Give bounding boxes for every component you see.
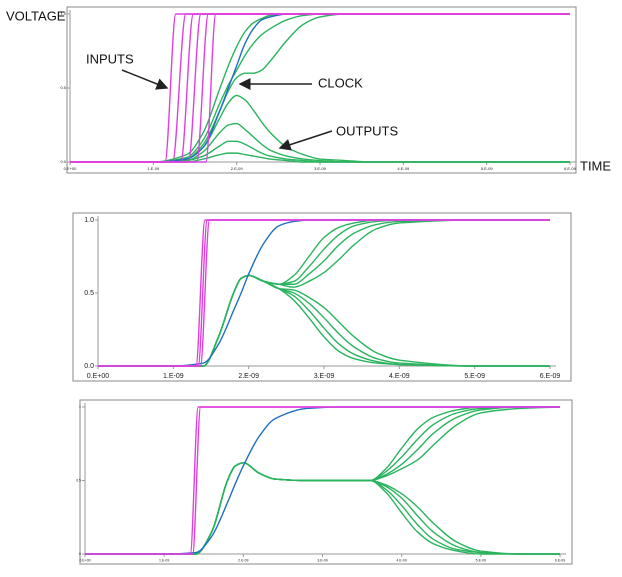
- x-axis-label: TIME: [580, 158, 611, 173]
- x-tick-label: 5.E-09: [476, 558, 486, 562]
- chart-frame: [72, 212, 572, 382]
- y-tick-label: 0.5: [84, 290, 94, 297]
- series-line: [98, 274, 550, 367]
- x-tick-label: 5.E-09: [481, 166, 494, 171]
- series-line: [98, 219, 550, 367]
- series-line: [85, 462, 560, 555]
- chart-bottom: 0 0.5 1 0.E+00 1.E-09 2.E-09 3.E-09 4.E-09 5.E-0…: [76, 399, 573, 565]
- x-tick-label: 0.E+00: [87, 373, 109, 380]
- chart-frame: [79, 399, 573, 565]
- x-tick-label: 3.E-09: [314, 373, 335, 380]
- x-tick-label: 6.E-09: [555, 558, 565, 562]
- series-line: [70, 13, 570, 163]
- y-tick-label: 0.5: [76, 478, 81, 482]
- x-tick-label: 3.E-09: [314, 166, 327, 171]
- x-tick-label: 6.E-09: [540, 373, 561, 380]
- arrow: [278, 130, 333, 151]
- chart-frame: [66, 6, 577, 174]
- y-tick-label: 1.0: [60, 11, 66, 16]
- series-line: [85, 406, 560, 555]
- annotation: OUTPUTS: [336, 123, 398, 138]
- x-tick-label: 3.E-09: [317, 558, 327, 562]
- annotation: CLOCK: [318, 75, 363, 90]
- x-tick-label: 5.E-09: [464, 373, 485, 380]
- y-tick-label: 0.5: [60, 85, 66, 90]
- annotation: INPUTS: [86, 51, 134, 66]
- y-tick-label: 0: [79, 552, 81, 556]
- x-tick-label: 2.E-09: [231, 166, 244, 171]
- x-tick-label: 1.E-09: [159, 558, 169, 562]
- x-tick-label: 4.E-09: [397, 558, 407, 562]
- x-tick-label: 2.E-09: [238, 558, 248, 562]
- y-tick-label: 1.0: [84, 217, 94, 224]
- arrow: [121, 69, 169, 90]
- x-tick-label: 0.E+00: [64, 166, 78, 171]
- x-tick-label: 4.E-09: [397, 166, 410, 171]
- y-tick-label: 0.0: [60, 159, 66, 164]
- chart-middle: 0.0 0.5 1.0 0.E+00 1.E-09 2.E-09 3.E-09 4.E-09 5…: [72, 212, 572, 382]
- series-line: [70, 152, 570, 163]
- y-tick-label: 0.0: [84, 363, 94, 370]
- x-tick-label: 2.E-09: [238, 373, 259, 380]
- x-tick-label: 4.E-09: [389, 373, 410, 380]
- y-axis-label: VOLTAGE: [6, 8, 66, 23]
- x-tick-label: 1.E-09: [147, 166, 160, 171]
- y-tick-label: 1: [79, 405, 81, 409]
- x-tick-label: 0.E+00: [79, 558, 90, 562]
- chart-top: 0.0 0.5 1.0 0.E+00 1.E-09 2.E-09 3.E-09 4.E-09 5…: [60, 6, 577, 174]
- x-tick-label: 6.E-09: [564, 166, 577, 171]
- x-tick-label: 1.E-09: [163, 373, 184, 380]
